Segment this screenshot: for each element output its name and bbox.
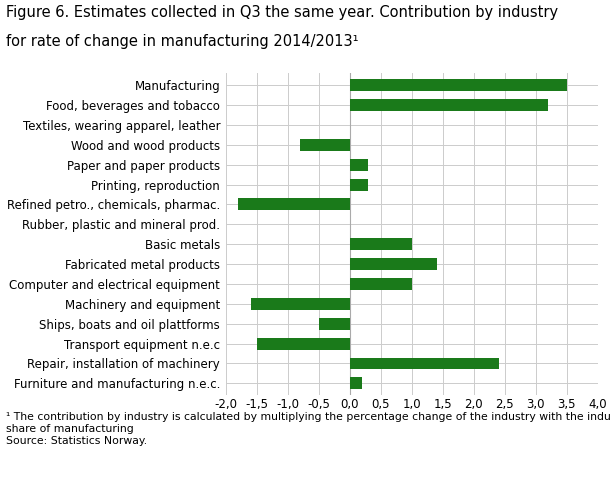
Text: for rate of change in manufacturing 2014/2013¹: for rate of change in manufacturing 2014… bbox=[6, 34, 359, 49]
Bar bbox=[350, 278, 412, 290]
Bar bbox=[350, 258, 437, 270]
Bar bbox=[300, 139, 350, 151]
Bar bbox=[257, 338, 350, 349]
Bar bbox=[350, 159, 368, 171]
Text: Figure 6. Estimates collected in Q3 the same year. Contribution by industry: Figure 6. Estimates collected in Q3 the … bbox=[6, 5, 558, 20]
Bar bbox=[318, 318, 350, 330]
Bar bbox=[350, 99, 548, 111]
Bar bbox=[350, 358, 498, 369]
Text: ¹ The contribution by industry is calculated by multiplying the percentage chang: ¹ The contribution by industry is calcul… bbox=[6, 412, 610, 446]
Bar bbox=[350, 238, 412, 250]
Bar bbox=[238, 199, 350, 210]
Bar bbox=[350, 179, 368, 190]
Bar bbox=[350, 377, 362, 389]
Bar bbox=[350, 79, 567, 91]
Bar bbox=[251, 298, 350, 310]
